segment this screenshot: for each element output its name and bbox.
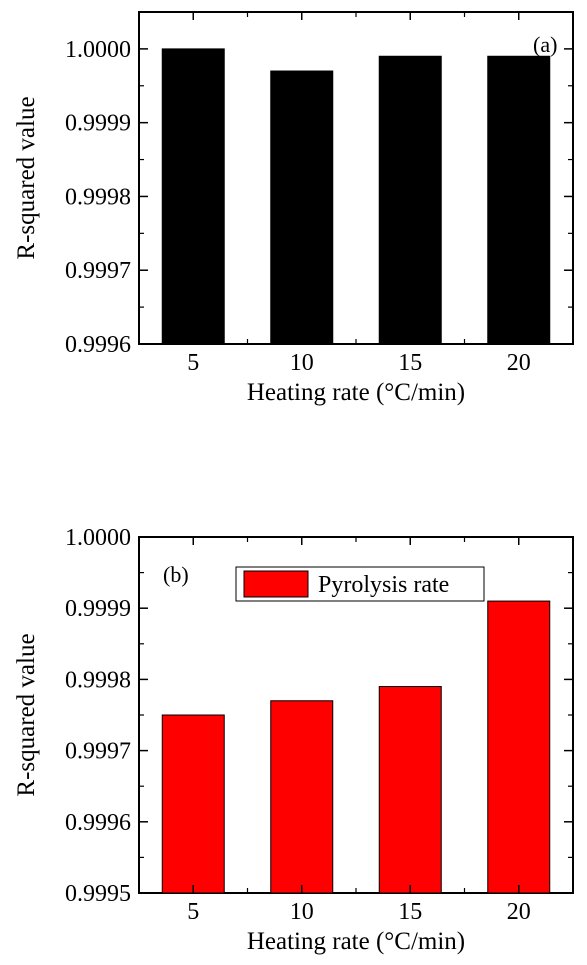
legend-b: Pyrolysis rate: [235, 566, 485, 602]
y-tick-label-a-1: 0.9997: [65, 258, 131, 284]
x-axis-b: 5 10 15 20: [187, 537, 531, 925]
panel-label-a: (a): [533, 32, 557, 57]
y-tick-label-a-3: 0.9999: [65, 111, 131, 137]
bar-a-15: [378, 55, 442, 345]
y-tick-label-b-5: 1.0000: [65, 525, 131, 551]
x-axis-title-a: Heating rate (°C/min): [247, 379, 465, 406]
bars-b: [161, 600, 551, 894]
y-tick-label-a-4: 1.0000: [65, 37, 131, 63]
x-tick-label-a-20: 20: [507, 350, 531, 376]
bar-a-20: [487, 55, 551, 345]
x-tick-label-b-15: 15: [398, 899, 422, 925]
y-axis-b: 0.9995 0.9996 0.9997 0.9998 0.9999 1.0000: [65, 525, 573, 907]
x-tick-label-b-10: 10: [290, 899, 314, 925]
y-tick-label-b-0: 0.9995: [65, 881, 131, 907]
y-tick-label-b-1: 0.9996: [65, 810, 131, 836]
bar-b-15: [378, 686, 442, 894]
bar-b-20: [487, 600, 551, 894]
bars-a: [161, 48, 551, 345]
x-axis-a: 5 10 15 20: [187, 12, 531, 376]
x-tick-label-a-5: 5: [187, 350, 199, 376]
bar-b-10: [270, 700, 334, 894]
chart-panel-b: 0.9995 0.9996 0.9997 0.9998 0.9999 1.0000 5 10…: [13, 525, 574, 955]
x-axis-title-b: Heating rate (°C/min): [247, 928, 465, 955]
y-axis-title-a: R-squared value: [13, 96, 40, 259]
y-tick-label-b-4: 0.9999: [65, 596, 131, 622]
bar-a-10: [270, 70, 334, 345]
y-axis-a: 0.9996 0.9997 0.9998 0.9999 1.0000: [65, 37, 573, 358]
bar-a-5: [161, 48, 225, 345]
x-tick-label-b-20: 20: [507, 899, 531, 925]
legend-swatch: [243, 570, 309, 598]
y-tick-label-a-2: 0.9998: [65, 184, 131, 210]
x-tick-label-a-15: 15: [398, 350, 422, 376]
legend-label: Pyrolysis rate: [318, 572, 449, 598]
y-axis-title-b: R-squared value: [13, 633, 40, 796]
x-tick-label-b-5: 5: [187, 899, 199, 925]
x-tick-label-a-10: 10: [290, 350, 314, 376]
y-tick-label-b-2: 0.9997: [65, 739, 131, 765]
chart-panel-a: 0.9996 0.9997 0.9998 0.9999 1.0000 5 10 15 20 H…: [13, 11, 574, 406]
y-tick-label-b-3: 0.9998: [65, 667, 131, 693]
bar-b-5: [161, 714, 225, 894]
y-tick-label-a-0: 0.9996: [65, 332, 131, 358]
panel-label-b: (b): [163, 562, 189, 587]
